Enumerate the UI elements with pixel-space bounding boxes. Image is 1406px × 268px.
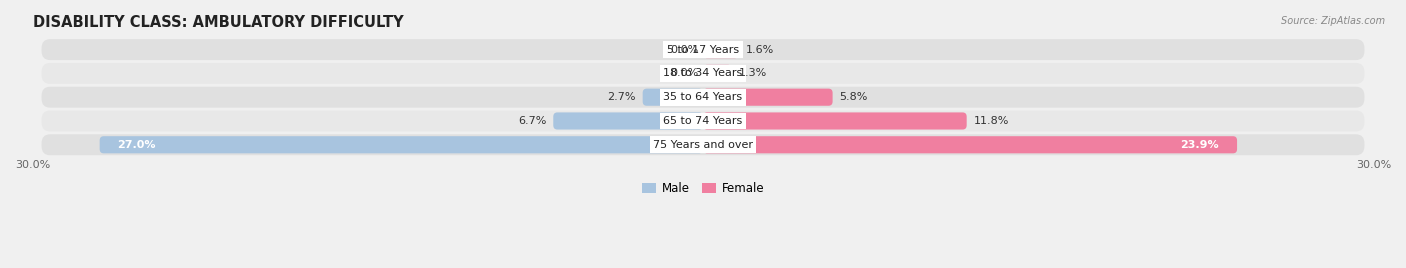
Text: 35 to 64 Years: 35 to 64 Years bbox=[664, 92, 742, 102]
FancyBboxPatch shape bbox=[703, 65, 733, 82]
FancyBboxPatch shape bbox=[643, 89, 703, 106]
Text: 65 to 74 Years: 65 to 74 Years bbox=[664, 116, 742, 126]
FancyBboxPatch shape bbox=[42, 110, 1364, 131]
FancyBboxPatch shape bbox=[703, 112, 967, 129]
FancyBboxPatch shape bbox=[100, 136, 703, 153]
FancyBboxPatch shape bbox=[42, 63, 1364, 84]
FancyBboxPatch shape bbox=[554, 112, 703, 129]
FancyBboxPatch shape bbox=[703, 41, 738, 58]
FancyBboxPatch shape bbox=[703, 136, 1237, 153]
FancyBboxPatch shape bbox=[42, 134, 1364, 155]
Text: 5 to 17 Years: 5 to 17 Years bbox=[666, 44, 740, 55]
Text: 0.0%: 0.0% bbox=[671, 44, 699, 55]
Text: 6.7%: 6.7% bbox=[519, 116, 547, 126]
FancyBboxPatch shape bbox=[42, 87, 1364, 108]
FancyBboxPatch shape bbox=[42, 39, 1364, 60]
Text: 1.3%: 1.3% bbox=[738, 68, 768, 79]
Text: 5.8%: 5.8% bbox=[839, 92, 868, 102]
FancyBboxPatch shape bbox=[703, 89, 832, 106]
Text: 27.0%: 27.0% bbox=[118, 140, 156, 150]
Text: DISABILITY CLASS: AMBULATORY DIFFICULTY: DISABILITY CLASS: AMBULATORY DIFFICULTY bbox=[32, 15, 404, 30]
Text: 23.9%: 23.9% bbox=[1181, 140, 1219, 150]
Legend: Male, Female: Male, Female bbox=[637, 178, 769, 200]
Text: 1.6%: 1.6% bbox=[745, 44, 773, 55]
Text: 75 Years and over: 75 Years and over bbox=[652, 140, 754, 150]
Text: 0.0%: 0.0% bbox=[671, 68, 699, 79]
Text: 18 to 34 Years: 18 to 34 Years bbox=[664, 68, 742, 79]
Text: 2.7%: 2.7% bbox=[607, 92, 636, 102]
Text: 11.8%: 11.8% bbox=[973, 116, 1008, 126]
Text: Source: ZipAtlas.com: Source: ZipAtlas.com bbox=[1281, 16, 1385, 26]
